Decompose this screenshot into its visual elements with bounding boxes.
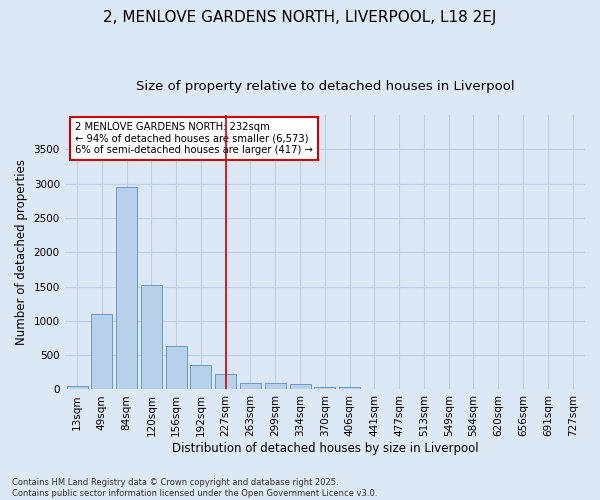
Y-axis label: Number of detached properties: Number of detached properties xyxy=(15,159,28,345)
Title: Size of property relative to detached houses in Liverpool: Size of property relative to detached ho… xyxy=(136,80,514,93)
Bar xyxy=(240,383,261,390)
Bar xyxy=(265,384,286,390)
Bar xyxy=(116,187,137,390)
Bar xyxy=(190,366,211,390)
Bar xyxy=(91,314,112,390)
X-axis label: Distribution of detached houses by size in Liverpool: Distribution of detached houses by size … xyxy=(172,442,478,455)
Text: 2 MENLOVE GARDENS NORTH: 232sqm
← 94% of detached houses are smaller (6,573)
6% : 2 MENLOVE GARDENS NORTH: 232sqm ← 94% of… xyxy=(75,122,313,155)
Text: 2, MENLOVE GARDENS NORTH, LIVERPOOL, L18 2EJ: 2, MENLOVE GARDENS NORTH, LIVERPOOL, L18… xyxy=(103,10,497,25)
Bar xyxy=(314,386,335,390)
Bar xyxy=(339,388,360,390)
Text: Contains HM Land Registry data © Crown copyright and database right 2025.
Contai: Contains HM Land Registry data © Crown c… xyxy=(12,478,377,498)
Bar xyxy=(215,374,236,390)
Bar xyxy=(67,386,88,390)
Bar xyxy=(166,346,187,390)
Bar xyxy=(290,384,311,390)
Bar xyxy=(141,285,162,390)
